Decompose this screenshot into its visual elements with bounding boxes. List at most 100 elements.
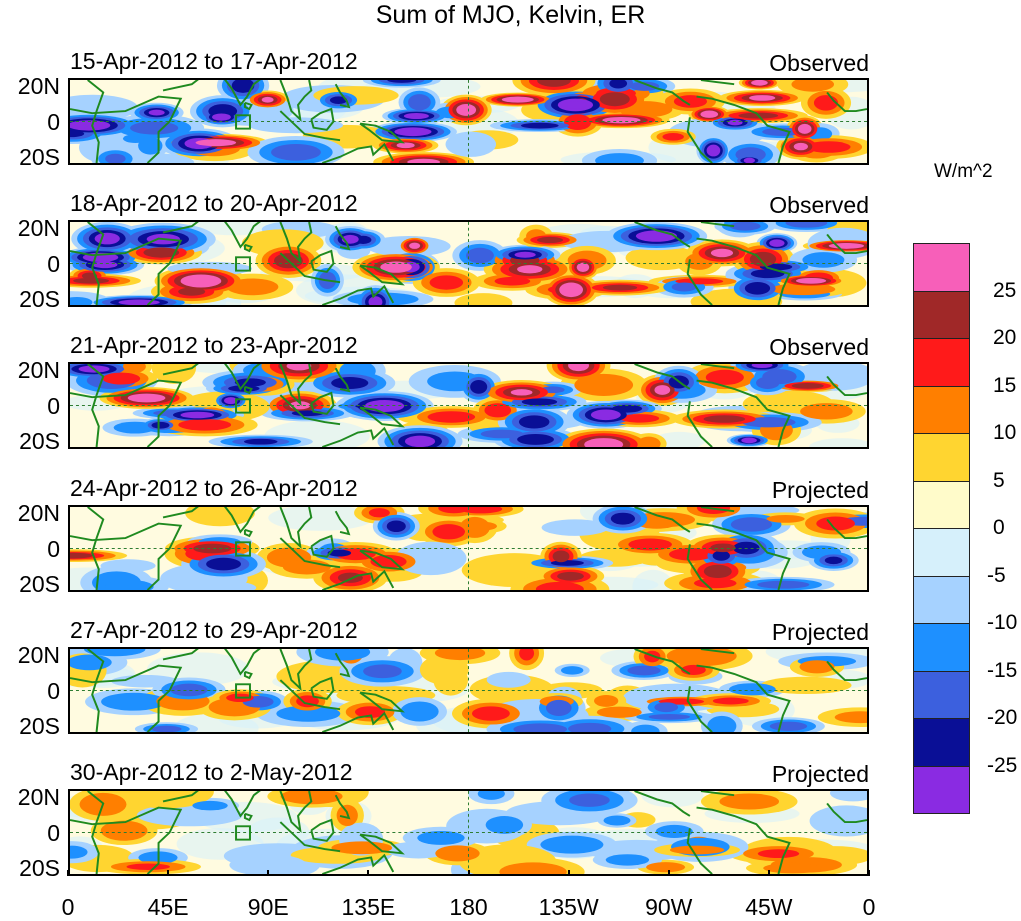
coastline [700, 80, 735, 86]
anomaly-region [568, 364, 590, 372]
region-box-marker [235, 683, 251, 699]
coastline [279, 507, 313, 550]
legend-color-swatch [913, 623, 970, 672]
legend-tick-label: 0 [993, 516, 1005, 539]
legend-color-swatch [913, 243, 970, 292]
anomaly-region [408, 94, 431, 111]
anomaly-region [458, 507, 503, 514]
anomaly-region [70, 296, 93, 305]
anomaly-region [757, 580, 810, 589]
coastline [634, 222, 691, 248]
coastline [87, 222, 105, 305]
anomaly-region [419, 654, 469, 685]
legend-color-swatch [913, 480, 970, 529]
anomaly-region [507, 96, 529, 103]
legend-color-swatch [913, 290, 970, 339]
longitude-tick [667, 870, 670, 876]
coastline [279, 649, 313, 692]
anomaly-region [417, 831, 465, 845]
anomaly-region [70, 94, 138, 121]
anomaly-region [712, 550, 730, 561]
anomaly-region [631, 724, 660, 732]
latitude-label: 20N [17, 357, 60, 383]
longitude-tick [367, 870, 370, 876]
legend-tick-label: -5 [987, 563, 1006, 587]
anomaly-region [380, 261, 412, 273]
anomaly-region [329, 96, 348, 104]
coastline [162, 222, 199, 234]
anomaly-region [693, 578, 737, 589]
anomaly-region [729, 222, 761, 231]
coastline [87, 364, 105, 447]
legend-tick-label: -20 [987, 706, 1018, 729]
anomaly-region [829, 791, 867, 802]
anomaly-region [105, 579, 154, 590]
legend-tick-label: 10 [993, 421, 1017, 444]
anomaly-region [521, 398, 558, 406]
longitude-label: 135E [341, 894, 396, 920]
anomaly-region [445, 131, 497, 157]
anomaly-region [563, 284, 580, 295]
anomaly-region [757, 849, 800, 859]
anomaly-region [806, 141, 851, 153]
anomaly-region [226, 397, 235, 404]
anomaly-region [703, 415, 746, 423]
coastline [696, 522, 791, 590]
anomaly-region [517, 265, 543, 274]
anomaly-region [631, 512, 695, 528]
anomaly-region [540, 835, 604, 854]
coastline [359, 122, 405, 144]
panel-status: Observed [769, 192, 869, 218]
anomaly-region [170, 683, 208, 697]
anomaly-region [518, 415, 550, 429]
anomaly-region [709, 146, 718, 155]
latitude-label: 20N [17, 73, 60, 99]
anomaly-region [178, 419, 232, 431]
coastline [279, 821, 341, 853]
anomaly-region [519, 649, 535, 661]
anomaly-region [816, 516, 855, 531]
anomaly-region [785, 222, 828, 228]
anomaly-region [517, 433, 554, 445]
anomaly-region [185, 507, 255, 527]
anomaly-region [564, 114, 592, 131]
coastline [700, 649, 735, 655]
coastline [162, 80, 199, 92]
anomaly-region [605, 854, 650, 866]
coastline [696, 806, 791, 874]
anomaly-region [809, 805, 867, 837]
anomaly-region [766, 514, 805, 523]
anomaly-region [599, 92, 630, 107]
anomaly-region [231, 80, 255, 93]
anomaly-region [769, 239, 785, 247]
coastline [310, 249, 335, 273]
anomaly-region [564, 101, 587, 109]
coastline [700, 791, 735, 797]
anomaly-region [400, 701, 439, 722]
anomaly-region [705, 369, 744, 385]
longitude-label: 45E [147, 894, 189, 920]
anomaly-region [750, 269, 785, 279]
anomaly-region [471, 706, 510, 721]
coastline [243, 812, 253, 822]
anomaly-region [276, 705, 341, 722]
region-box-marker [235, 114, 251, 130]
coastline [696, 379, 791, 447]
anomaly-map [68, 647, 869, 734]
panel-status: Observed [769, 334, 869, 360]
anomaly-region [756, 376, 780, 389]
latitude-label: 20S [19, 571, 60, 597]
anomaly-region [400, 128, 426, 135]
anomaly-region [550, 560, 584, 566]
anomaly-region [763, 862, 822, 874]
coastline [279, 364, 313, 407]
coastline [700, 507, 735, 513]
anomaly-region [409, 242, 421, 249]
coastline [310, 818, 335, 842]
coastline [162, 791, 199, 803]
anomaly-region [648, 714, 691, 720]
region-box-marker [235, 825, 251, 841]
panel-date-range: 27-Apr-2012 to 29-Apr-2012 [70, 617, 358, 643]
anomaly-region [387, 80, 417, 83]
anomaly-field [70, 222, 867, 305]
